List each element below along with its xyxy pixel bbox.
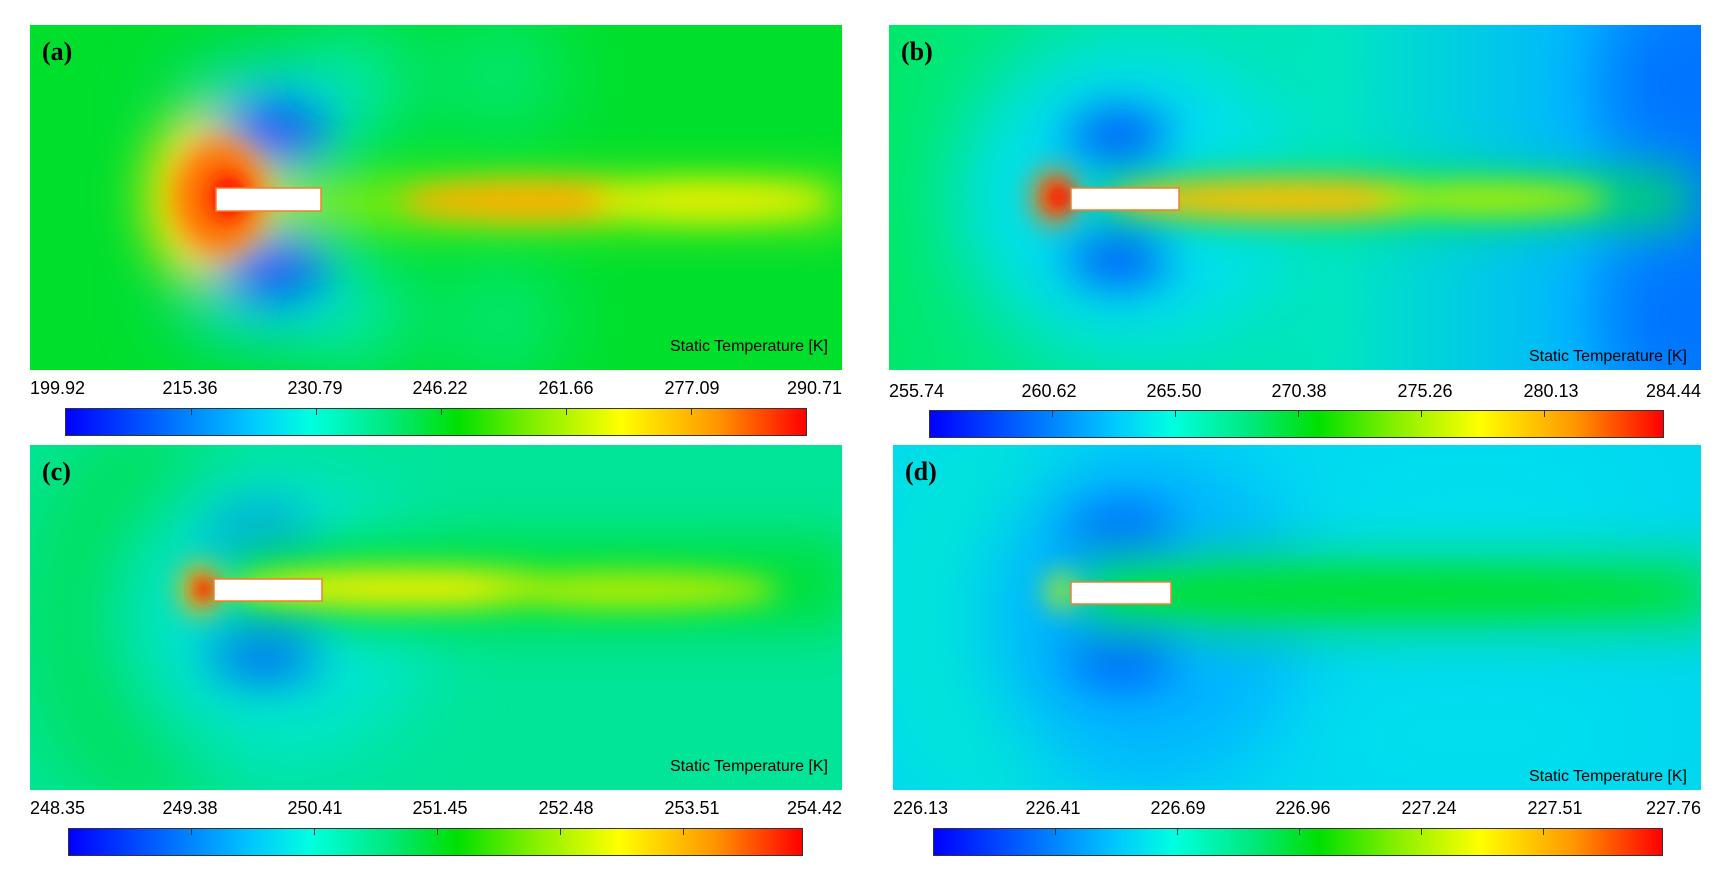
contour-field-b [889,25,1701,370]
panel-label-a: (a) [42,37,73,66]
tick-label: 227.51 [1527,798,1583,818]
panel-d: (d) Static Temperature [K] 226.13 226.41… [893,445,1701,860]
colorbar-ticks-b: 255.74 260.62 265.50 270.38 275.26 280.1… [889,381,1701,405]
variable-label-a: Static Temperature [K] [670,338,828,355]
colorbar-a [65,408,807,436]
tick-label: 246.22 [412,378,468,398]
body-a [215,187,322,212]
panel-c: (c) Static Temperature [K] 248.35 249.38… [30,445,842,860]
tick-label: 226.69 [1150,798,1206,818]
panel-a: (a) Static Temperature [K] 199.92 215.36… [30,25,842,437]
body-b [1070,187,1180,211]
tick-label: 226.13 [893,798,949,818]
tick-label: 253.51 [664,798,720,818]
tick-label: 270.38 [1271,381,1327,401]
panel-label-b: (b) [901,37,933,66]
tick-label: 250.41 [287,798,343,818]
contour-field-d [893,445,1701,790]
tick-label: 226.96 [1275,798,1331,818]
panel-label-c: (c) [42,457,71,486]
contour-plot-d: (d) Static Temperature [K] [893,445,1701,790]
colorbar-c [68,828,803,856]
tick-label: 226.41 [1025,798,1081,818]
tick-label: 255.74 [889,381,945,401]
tick-label: 265.50 [1146,381,1202,401]
colorbar-d [933,828,1663,856]
variable-label-d: Static Temperature [K] [1529,768,1687,785]
tick-label: 199.92 [30,378,86,398]
body-d [1070,581,1172,605]
colorbar-b [929,410,1664,438]
colorbar-ticks-c: 248.35 249.38 250.41 251.45 252.48 253.5… [30,798,842,822]
colorbar-ticks-d: 226.13 226.41 226.69 226.96 227.24 227.5… [893,798,1701,822]
contour-field-c [30,445,842,790]
body-c [213,578,323,602]
variable-label-c: Static Temperature [K] [670,758,828,775]
tick-label: 261.66 [538,378,594,398]
panel-b: (b) Static Temperature [K] 255.74 260.62… [889,25,1701,438]
tick-label: 249.38 [162,798,218,818]
tick-label: 252.48 [538,798,594,818]
tick-label: 215.36 [162,378,218,398]
tick-label: 275.26 [1397,381,1453,401]
tick-label: 227.76 [1645,798,1701,818]
contour-plot-b: (b) Static Temperature [K] [889,25,1701,370]
contour-plot-a: (a) Static Temperature [K] [30,25,842,370]
contour-plot-c: (c) Static Temperature [K] [30,445,842,790]
tick-label: 290.71 [786,378,842,398]
tick-label: 248.35 [30,798,86,818]
tick-label: 280.13 [1523,381,1579,401]
tick-label: 227.24 [1401,798,1457,818]
tick-label: 254.42 [786,798,842,818]
panel-label-d: (d) [905,457,937,486]
tick-label: 260.62 [1021,381,1077,401]
contour-field-a [30,25,842,370]
tick-label: 284.44 [1645,381,1701,401]
variable-label-b: Static Temperature [K] [1529,348,1687,365]
tick-label: 277.09 [664,378,720,398]
tick-label: 230.79 [287,378,343,398]
colorbar-ticks-a: 199.92 215.36 230.79 246.22 261.66 277.0… [30,378,842,402]
tick-label: 251.45 [412,798,468,818]
